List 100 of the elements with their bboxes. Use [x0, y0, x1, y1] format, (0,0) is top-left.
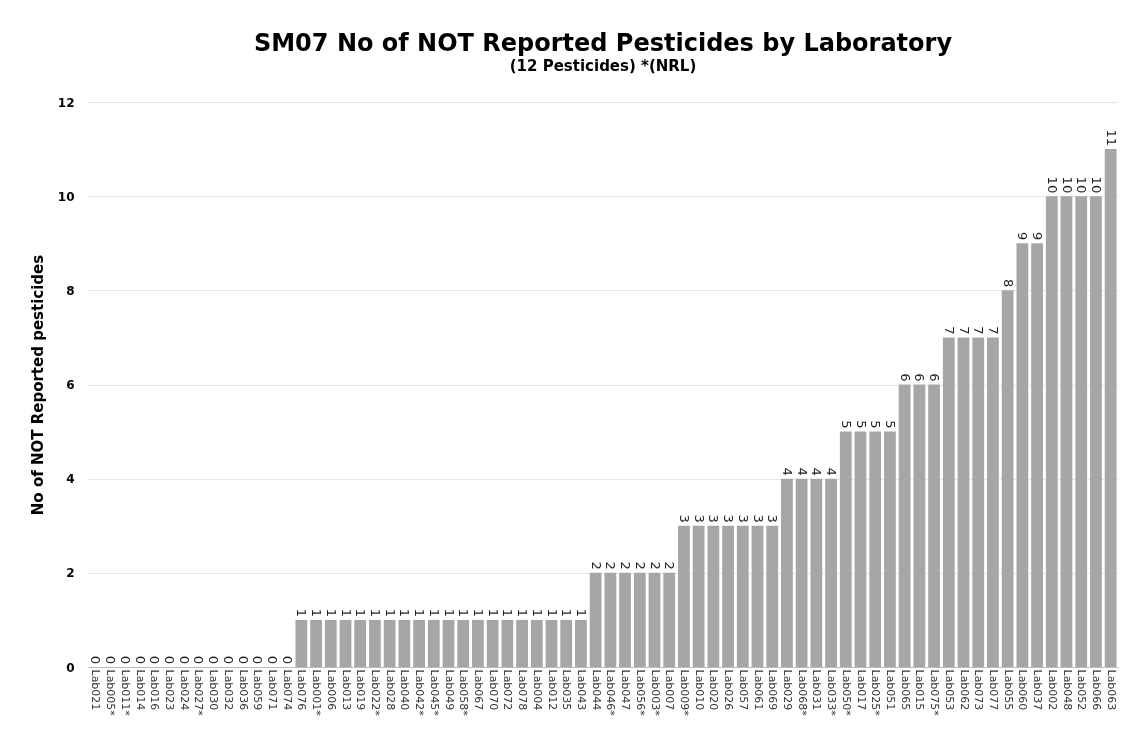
- bar: [1090, 196, 1102, 667]
- bar: [913, 384, 926, 667]
- x-tick-label: Lab015: [913, 669, 927, 711]
- x-tick-label: Lab048: [1060, 669, 1074, 711]
- bar: [692, 525, 705, 667]
- bar: [1001, 290, 1014, 667]
- bar: [1045, 196, 1058, 667]
- data-label: 4: [824, 467, 840, 476]
- data-label: 11: [1103, 129, 1119, 147]
- data-label: 7: [956, 326, 972, 335]
- data-label: 0: [161, 655, 177, 664]
- data-label: 0: [191, 655, 207, 664]
- y-tick-label: 6: [66, 378, 75, 392]
- bar: [295, 619, 308, 667]
- x-tick-label: Lab006: [324, 669, 338, 711]
- data-label: 1: [294, 608, 310, 617]
- bar: [501, 619, 514, 667]
- x-tick-label: Lab005*: [104, 669, 118, 717]
- x-tick-label: Lab067: [471, 669, 485, 711]
- x-tick-label: Lab004: [530, 669, 544, 711]
- data-label: 10: [1074, 176, 1090, 194]
- x-tick-label: Lab037: [1031, 669, 1045, 711]
- data-label: 1: [412, 608, 428, 617]
- bar: [398, 619, 411, 667]
- x-tick-label: Lab016: [148, 669, 162, 711]
- data-label: 3: [765, 514, 781, 523]
- data-label: 3: [721, 514, 737, 523]
- bar: [942, 337, 955, 667]
- x-tick-label: Lab060: [1016, 669, 1030, 711]
- bar: [369, 619, 381, 667]
- bar: [972, 337, 985, 667]
- data-label: 6: [897, 373, 913, 382]
- bar: [810, 478, 823, 667]
- bar: [427, 619, 440, 667]
- data-label: 7: [985, 326, 1001, 335]
- bar: [619, 572, 631, 667]
- x-tick-label: Lab051: [883, 669, 897, 711]
- x-tick-label: Lab055: [1001, 669, 1015, 711]
- x-tick-label: Lab032: [221, 669, 235, 711]
- bar: [678, 525, 690, 667]
- bar: [854, 431, 867, 667]
- x-tick-label: Lab022*: [368, 669, 382, 717]
- bar: [839, 431, 852, 667]
- x-tick-label: Lab028: [383, 669, 397, 711]
- data-label: 3: [735, 514, 751, 523]
- bar: [707, 525, 720, 667]
- y-tick-label: 10: [57, 189, 75, 204]
- data-label: 10: [1088, 176, 1104, 194]
- data-label: 1: [500, 608, 516, 617]
- data-label: 1: [426, 608, 442, 617]
- data-label: 7: [971, 326, 987, 335]
- data-label: 1: [441, 608, 457, 617]
- bar: [1060, 196, 1073, 667]
- data-label: 5: [853, 420, 869, 429]
- data-label: 2: [618, 561, 634, 570]
- data-label: 8: [1000, 279, 1016, 288]
- data-label: 9: [1030, 231, 1046, 241]
- data-label: 4: [809, 467, 825, 476]
- x-tick-label: Lab063: [1104, 669, 1118, 711]
- data-label: 0: [235, 655, 251, 664]
- data-label: 6: [927, 373, 943, 382]
- data-label: 3: [750, 514, 766, 523]
- data-label: 1: [485, 608, 501, 617]
- x-tick-label: Lab001*: [310, 669, 324, 717]
- bar: [884, 431, 896, 667]
- chart-title: SM07 No of NOT Reported Pesticides by Laboratory: [253, 29, 953, 57]
- data-label: 5: [838, 420, 854, 429]
- bar: [928, 384, 940, 667]
- data-label: 3: [676, 514, 692, 523]
- x-tick-label: Lab053: [942, 669, 956, 711]
- data-label: 2: [647, 561, 663, 570]
- x-tick-label: Lab059: [251, 669, 265, 711]
- data-label: 0: [117, 655, 133, 664]
- bar: [957, 337, 970, 667]
- bar: [766, 525, 779, 667]
- y-tick-label: 8: [66, 283, 75, 298]
- data-label: 4: [794, 467, 810, 476]
- x-tick-label: Lab069: [766, 669, 780, 711]
- data-label: 1: [515, 608, 531, 617]
- data-label: 0: [279, 655, 295, 664]
- data-label: 2: [662, 561, 678, 570]
- x-tick-label: Lab042*: [413, 669, 427, 717]
- y-tick-label: 0: [66, 660, 75, 675]
- x-tick-label: Lab066: [1089, 669, 1103, 711]
- data-label: 1: [397, 608, 413, 617]
- x-tick-label: Lab003*: [648, 669, 662, 717]
- bar: [1104, 149, 1117, 667]
- x-tick-label: Lab044: [589, 669, 603, 711]
- bar: [486, 619, 499, 667]
- bar: [869, 431, 882, 667]
- bar: [751, 525, 764, 667]
- bar: [457, 619, 470, 667]
- x-tick-label: Lab052: [1075, 669, 1089, 711]
- data-label: 2: [588, 561, 604, 570]
- x-tick-label: Lab026: [722, 669, 736, 711]
- x-tick-label: Lab035: [560, 669, 574, 711]
- data-label: 0: [147, 655, 163, 664]
- x-tick-label: Lab027*: [192, 669, 206, 717]
- x-tick-label: Lab070: [486, 669, 500, 711]
- data-label: 1: [309, 608, 325, 617]
